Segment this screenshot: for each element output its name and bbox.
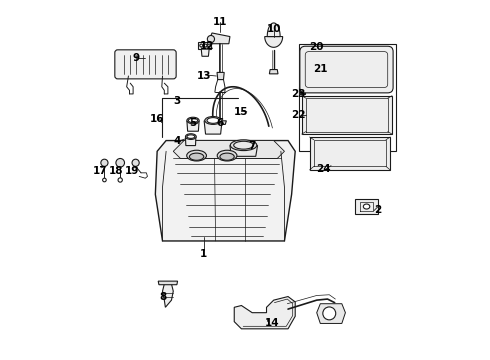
Text: 22: 22	[292, 111, 306, 121]
FancyBboxPatch shape	[115, 50, 176, 79]
Circle shape	[132, 159, 139, 166]
Text: 8: 8	[159, 292, 166, 302]
Polygon shape	[302, 96, 392, 134]
Polygon shape	[234, 297, 295, 329]
Circle shape	[208, 44, 211, 47]
Polygon shape	[217, 72, 224, 80]
Polygon shape	[210, 33, 230, 44]
Circle shape	[118, 178, 122, 182]
Text: 23: 23	[292, 89, 306, 99]
Text: 2: 2	[374, 206, 381, 216]
Text: 24: 24	[317, 164, 331, 174]
Circle shape	[204, 44, 207, 47]
Polygon shape	[355, 199, 378, 214]
Ellipse shape	[234, 141, 253, 149]
Text: 19: 19	[125, 166, 139, 176]
Text: 18: 18	[109, 166, 123, 176]
Ellipse shape	[217, 150, 237, 161]
Text: 17: 17	[93, 166, 107, 176]
Polygon shape	[163, 282, 173, 307]
Text: 5: 5	[189, 118, 196, 128]
Polygon shape	[270, 69, 278, 74]
Text: 11: 11	[213, 17, 227, 27]
Text: 21: 21	[313, 64, 327, 74]
Ellipse shape	[187, 135, 195, 138]
Polygon shape	[158, 281, 177, 285]
Polygon shape	[173, 140, 285, 158]
Text: 1: 1	[200, 248, 207, 258]
Polygon shape	[201, 49, 209, 56]
Polygon shape	[187, 121, 199, 131]
Polygon shape	[265, 23, 283, 47]
Text: 9: 9	[132, 53, 139, 63]
Circle shape	[101, 159, 108, 166]
Polygon shape	[204, 121, 222, 134]
Circle shape	[323, 307, 336, 320]
Ellipse shape	[186, 134, 196, 139]
Polygon shape	[317, 304, 345, 323]
Text: 3: 3	[173, 96, 180, 106]
Polygon shape	[216, 121, 226, 125]
Text: 12: 12	[200, 41, 215, 50]
Ellipse shape	[190, 153, 204, 160]
Circle shape	[116, 158, 124, 167]
FancyBboxPatch shape	[300, 46, 393, 93]
Ellipse shape	[364, 204, 370, 209]
Polygon shape	[198, 42, 211, 49]
Ellipse shape	[187, 117, 199, 124]
Polygon shape	[299, 87, 305, 94]
Ellipse shape	[187, 150, 206, 161]
Polygon shape	[186, 137, 196, 145]
Ellipse shape	[188, 118, 197, 123]
Text: 7: 7	[248, 141, 256, 151]
Polygon shape	[310, 137, 390, 170]
Ellipse shape	[207, 118, 219, 123]
Text: 4: 4	[173, 136, 180, 145]
Circle shape	[207, 36, 215, 42]
Circle shape	[102, 178, 106, 182]
Text: 15: 15	[234, 107, 248, 117]
Ellipse shape	[230, 140, 257, 150]
Circle shape	[200, 44, 203, 47]
Text: 20: 20	[310, 42, 324, 52]
Text: 14: 14	[265, 319, 279, 328]
Ellipse shape	[220, 153, 234, 160]
Ellipse shape	[205, 117, 221, 125]
Text: 10: 10	[267, 24, 281, 35]
Text: 13: 13	[196, 71, 211, 81]
Polygon shape	[230, 145, 258, 156]
Text: 6: 6	[216, 118, 223, 128]
Text: 16: 16	[150, 114, 164, 124]
Polygon shape	[155, 140, 295, 241]
